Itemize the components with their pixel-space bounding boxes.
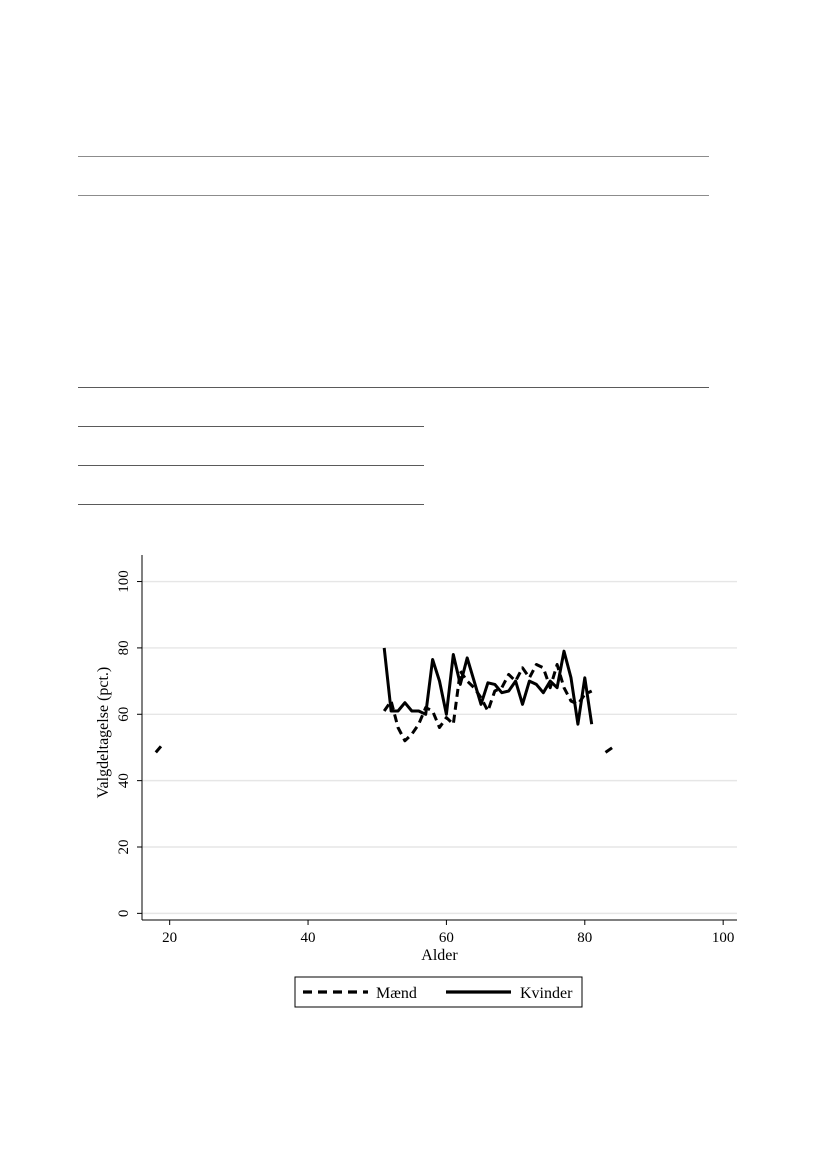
series-line-1-segment-0 bbox=[382, 647, 594, 726]
gridlines bbox=[142, 580, 737, 915]
y-ticks: 0 20 40 60 80 100 bbox=[116, 570, 142, 917]
legend-label-maend: Mænd bbox=[376, 985, 417, 1002]
x-tick-label-2: 60 bbox=[439, 930, 454, 946]
series-line-0-segment-1 bbox=[382, 663, 593, 743]
y-tick-label-1: 20 bbox=[116, 840, 132, 855]
x-tick-label-1: 40 bbox=[301, 930, 316, 946]
y-tick-label-2: 40 bbox=[116, 773, 132, 788]
short-rule-2 bbox=[78, 465, 424, 466]
legend-label-kvinder: Kvinder bbox=[520, 985, 573, 1002]
mid-rule-1 bbox=[78, 387, 709, 388]
top-rule-1 bbox=[78, 156, 709, 157]
x-ticks: 20 40 60 80 100 bbox=[162, 920, 734, 946]
short-rule-1 bbox=[78, 426, 424, 427]
x-tick-label-3: 80 bbox=[577, 930, 592, 946]
series-lines bbox=[154, 647, 614, 754]
y-tick-label-3: 60 bbox=[116, 707, 132, 722]
y-axis-title: Valgdeltagelse (pct.) bbox=[95, 667, 112, 799]
legend-box bbox=[294, 976, 583, 1008]
x-tick-label-4: 100 bbox=[712, 930, 735, 946]
legend: Mænd Kvinder bbox=[294, 976, 583, 1008]
y-tick-label-5: 100 bbox=[116, 570, 132, 593]
x-axis-title: Alder bbox=[421, 947, 458, 964]
top-rule-2 bbox=[78, 195, 709, 196]
y-tick-label-4: 80 bbox=[116, 640, 132, 655]
x-tick-label-0: 20 bbox=[162, 930, 177, 946]
series-line-0-segment-2 bbox=[604, 746, 614, 754]
axes bbox=[141, 555, 737, 921]
short-rule-3 bbox=[78, 504, 424, 505]
y-tick-label-0: 0 bbox=[116, 910, 132, 918]
series-line-0-segment-0 bbox=[154, 743, 164, 754]
